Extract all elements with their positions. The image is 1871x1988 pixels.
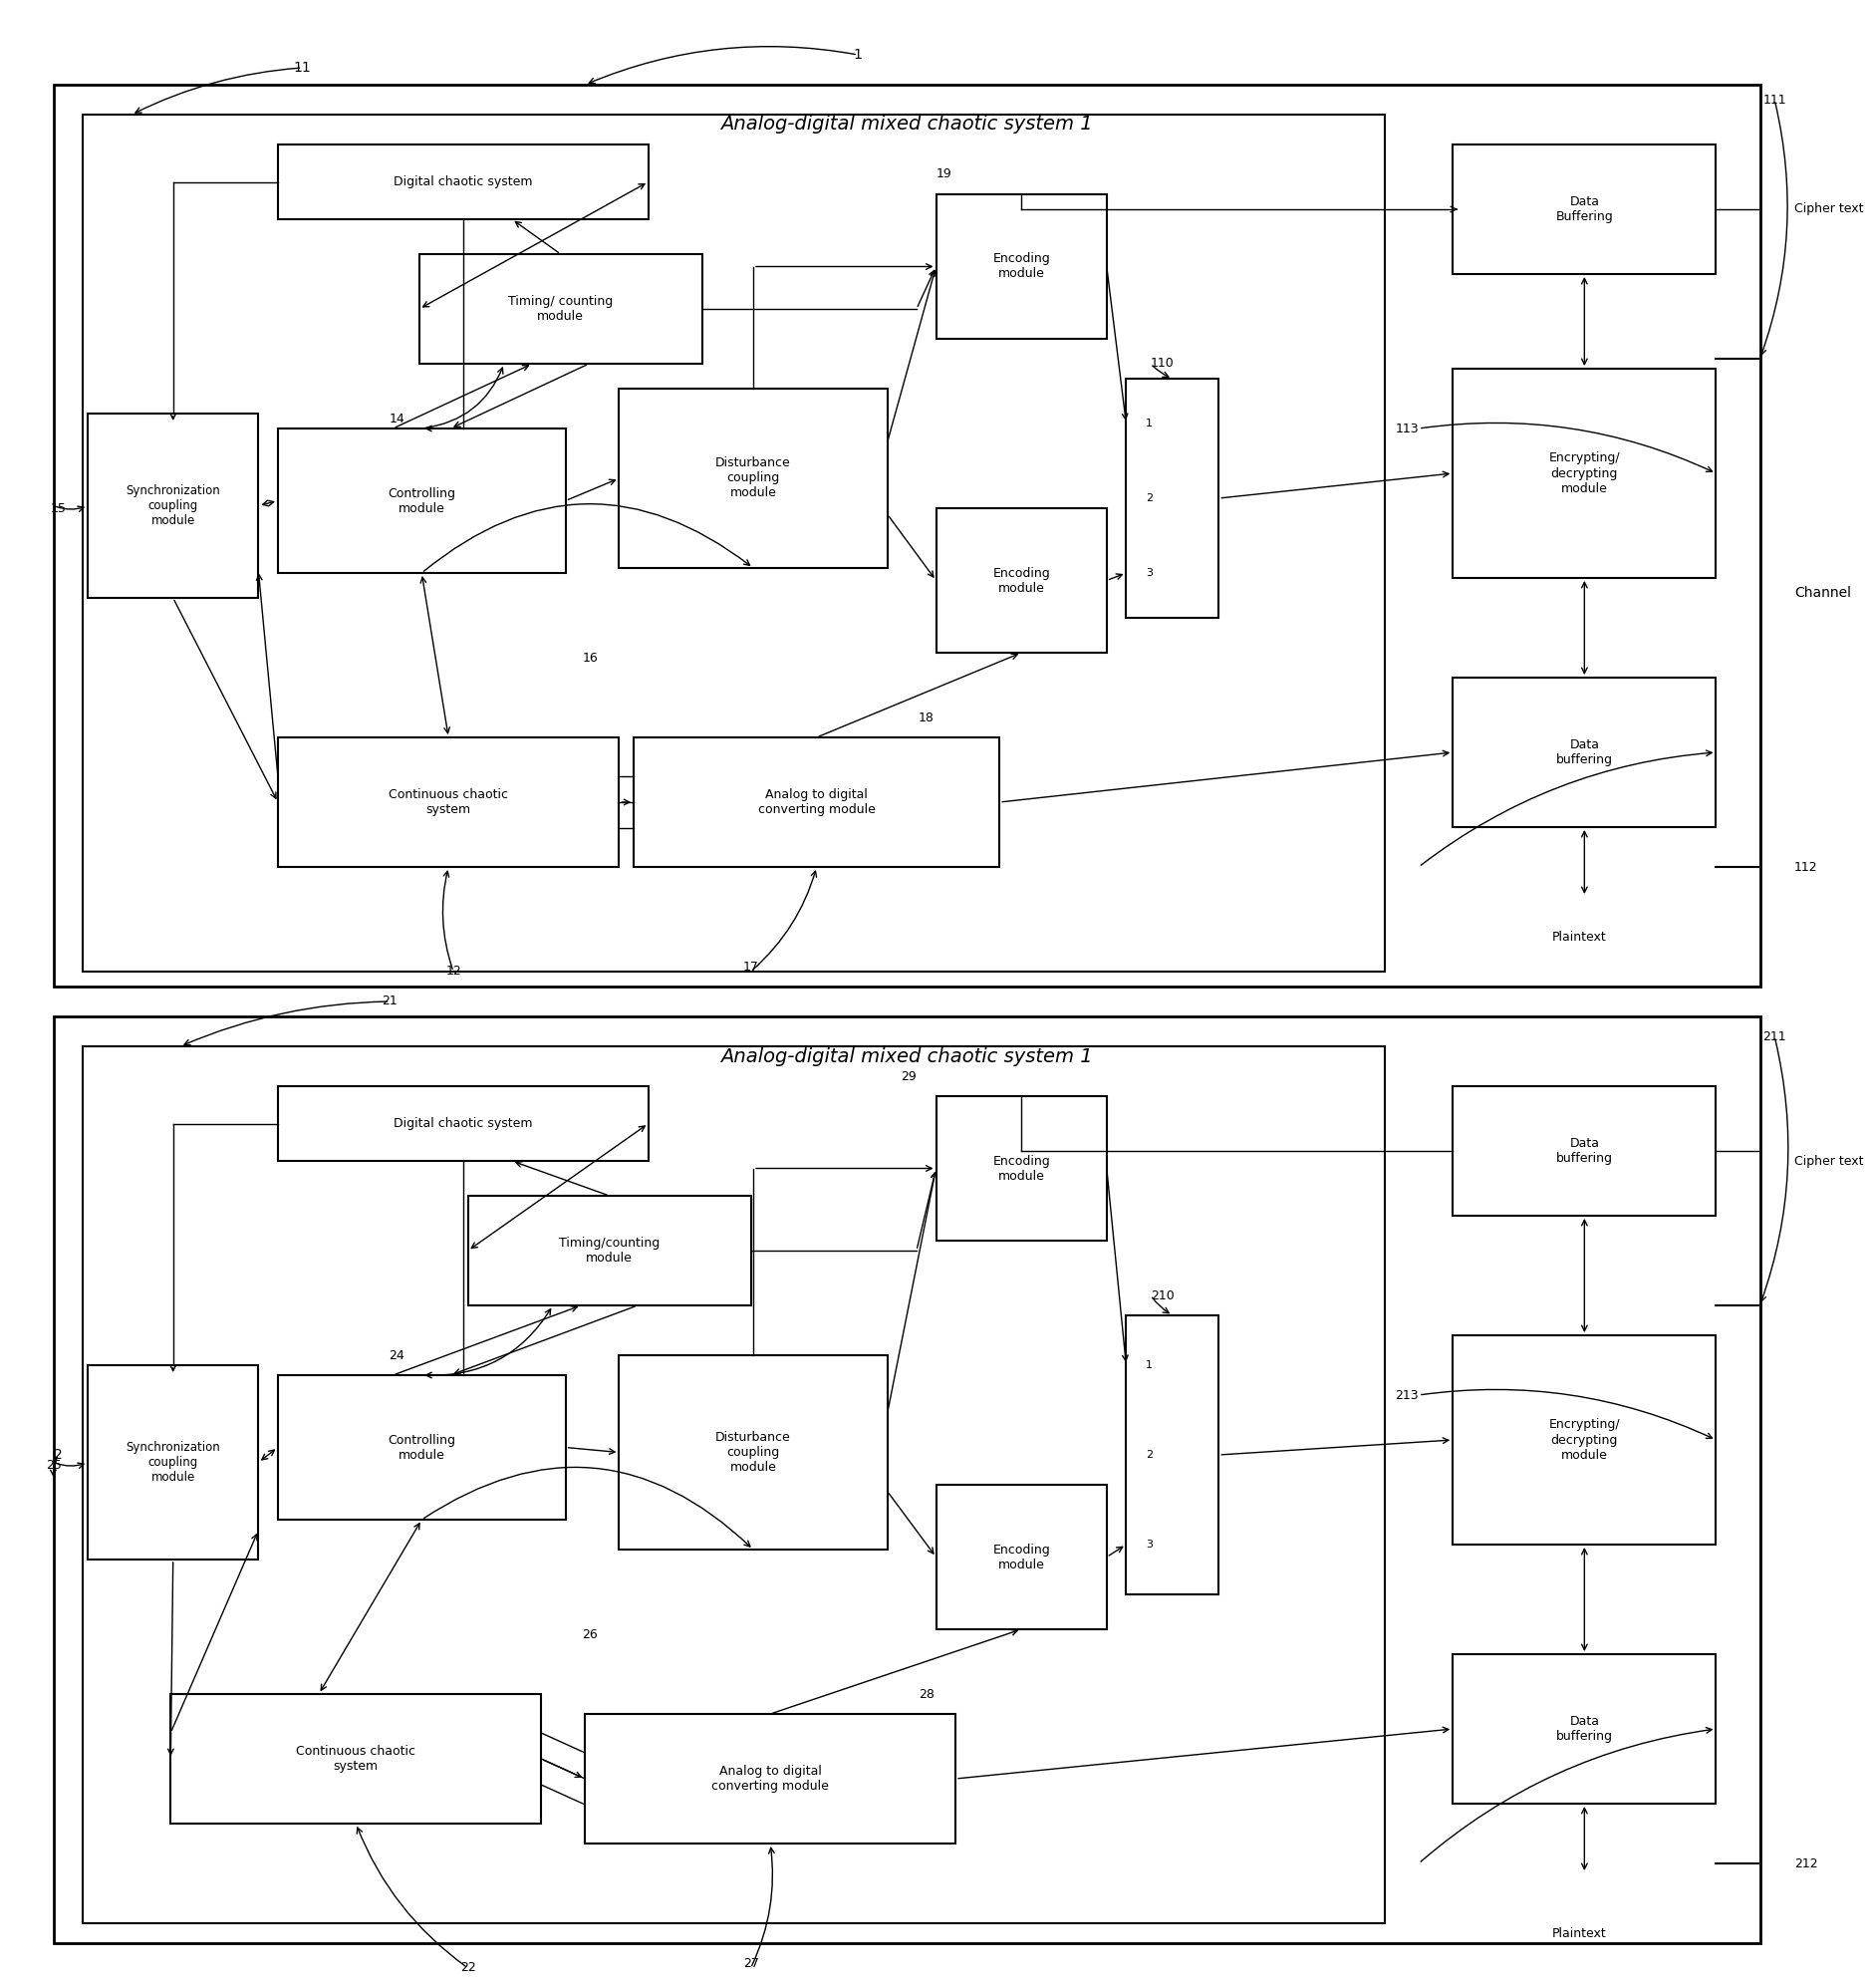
Text: 210: 210 — [1151, 1288, 1175, 1302]
Bar — [279, 429, 565, 573]
Text: 211: 211 — [1762, 1030, 1787, 1044]
Text: Controlling
module: Controlling module — [387, 487, 455, 515]
Text: Analog-digital mixed chaotic system 1: Analog-digital mixed chaotic system 1 — [720, 1048, 1093, 1066]
Text: Controlling
module: Controlling module — [387, 1433, 455, 1461]
Bar — [1126, 1316, 1218, 1594]
Text: Cipher text: Cipher text — [1794, 1155, 1864, 1167]
Bar — [419, 254, 702, 364]
Bar — [279, 1085, 649, 1161]
Text: Encoding
module: Encoding module — [994, 252, 1050, 280]
Bar — [279, 1376, 565, 1519]
Text: Synchronization
coupling
module: Synchronization coupling module — [125, 485, 221, 527]
Text: 29: 29 — [900, 1070, 917, 1083]
Text: 110: 110 — [1151, 358, 1175, 370]
Text: 12: 12 — [445, 964, 462, 978]
Bar — [1452, 1654, 1716, 1803]
Text: 19: 19 — [936, 167, 952, 181]
Text: 2: 2 — [54, 1447, 64, 1461]
Text: 112: 112 — [1794, 861, 1817, 873]
Text: Data
buffering: Data buffering — [1557, 1716, 1613, 1743]
Bar — [619, 388, 887, 569]
Text: Data
Buffering: Data Buffering — [1555, 195, 1613, 223]
Bar — [619, 1356, 887, 1549]
Text: Disturbance
coupling
module: Disturbance coupling module — [715, 457, 791, 499]
Text: 28: 28 — [919, 1688, 934, 1700]
Text: Plaintext: Plaintext — [1553, 1926, 1607, 1940]
Text: Encoding
module: Encoding module — [994, 1155, 1050, 1183]
Text: Digital chaotic system: Digital chaotic system — [393, 1117, 533, 1129]
Text: Channel: Channel — [1794, 586, 1850, 600]
Text: Timing/ counting
module: Timing/ counting module — [509, 294, 614, 322]
Bar — [634, 738, 999, 867]
Text: 213: 213 — [1396, 1388, 1418, 1402]
Bar — [1452, 1085, 1716, 1217]
Text: Cipher text: Cipher text — [1794, 203, 1864, 217]
Text: Continuous chaotic
system: Continuous chaotic system — [389, 787, 509, 817]
Bar — [82, 1046, 1385, 1922]
Text: 17: 17 — [743, 960, 758, 972]
Text: 111: 111 — [1762, 93, 1787, 105]
Bar — [170, 1694, 541, 1823]
Text: 14: 14 — [389, 412, 404, 425]
Text: Analog to digital
converting module: Analog to digital converting module — [758, 787, 876, 817]
Text: Data
buffering: Data buffering — [1557, 738, 1613, 765]
Text: 1: 1 — [1145, 1360, 1153, 1370]
Bar — [1452, 1336, 1716, 1545]
Bar — [1452, 145, 1716, 274]
Text: Synchronization
coupling
module: Synchronization coupling module — [125, 1441, 221, 1483]
Text: Plaintext: Plaintext — [1553, 930, 1607, 942]
Bar — [586, 1714, 956, 1843]
Text: 15: 15 — [51, 501, 65, 515]
Text: 11: 11 — [294, 62, 311, 76]
Text: 3: 3 — [1145, 569, 1153, 579]
Bar — [1452, 368, 1716, 579]
Text: 1: 1 — [1145, 419, 1153, 429]
Bar — [54, 1016, 1761, 1942]
Text: 113: 113 — [1396, 421, 1418, 435]
Bar — [936, 1485, 1106, 1630]
Text: 2: 2 — [1145, 1449, 1153, 1459]
Text: Data
buffering: Data buffering — [1557, 1137, 1613, 1165]
Text: 18: 18 — [919, 712, 934, 724]
Bar — [1452, 678, 1716, 827]
Bar — [88, 414, 258, 598]
Text: 26: 26 — [582, 1628, 597, 1640]
Text: 2: 2 — [1145, 493, 1153, 503]
Text: 3: 3 — [1145, 1539, 1153, 1549]
Bar — [468, 1197, 750, 1306]
Text: 21: 21 — [382, 996, 399, 1008]
Text: Continuous chaotic
system: Continuous chaotic system — [296, 1745, 415, 1773]
Bar — [279, 738, 619, 867]
Text: Analog to digital
converting module: Analog to digital converting module — [711, 1765, 829, 1793]
Text: Encoding
module: Encoding module — [994, 1543, 1050, 1571]
Bar — [82, 115, 1385, 972]
Text: 25: 25 — [45, 1459, 62, 1471]
Text: 16: 16 — [582, 652, 597, 664]
Text: Encrypting/
decrypting
module: Encrypting/ decrypting module — [1549, 451, 1620, 495]
Text: Disturbance
coupling
module: Disturbance coupling module — [715, 1431, 791, 1473]
Text: 24: 24 — [389, 1348, 404, 1362]
Text: 212: 212 — [1794, 1857, 1817, 1871]
Text: 27: 27 — [743, 1956, 758, 1970]
Bar — [936, 195, 1106, 338]
Text: Encoding
module: Encoding module — [994, 567, 1050, 594]
Bar — [54, 85, 1761, 986]
Text: Digital chaotic system: Digital chaotic system — [393, 175, 533, 189]
Bar — [279, 145, 649, 219]
Text: 1: 1 — [853, 48, 863, 62]
Bar — [936, 509, 1106, 652]
Text: Analog-digital mixed chaotic system 1: Analog-digital mixed chaotic system 1 — [720, 115, 1093, 133]
Bar — [88, 1366, 258, 1559]
Bar — [1126, 378, 1218, 618]
Bar — [936, 1095, 1106, 1241]
Text: Timing/counting
module: Timing/counting module — [559, 1237, 660, 1264]
Text: Encrypting/
decrypting
module: Encrypting/ decrypting module — [1549, 1419, 1620, 1461]
Text: 22: 22 — [460, 1962, 475, 1974]
